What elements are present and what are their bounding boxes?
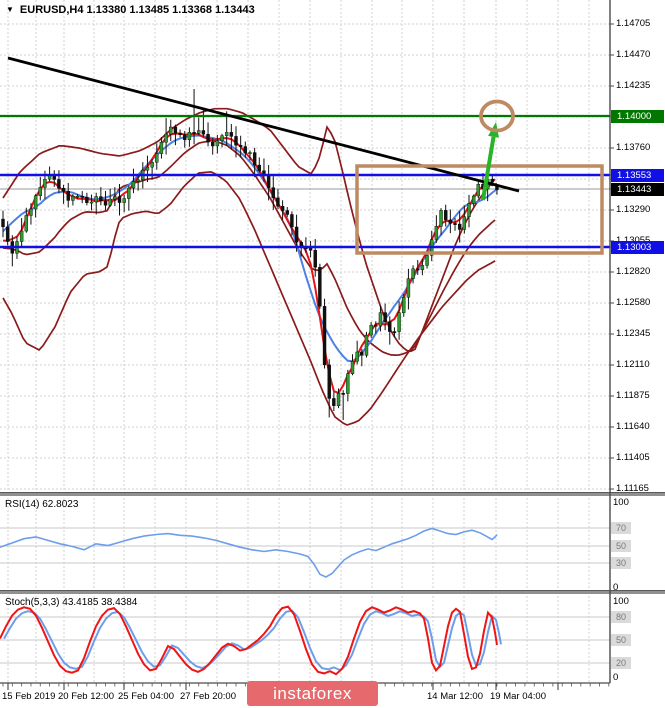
stoch-label: Stoch(5,3,3) 43.4185 38.4384 <box>5 597 138 608</box>
stoch-level-badge: 20 <box>611 657 631 669</box>
stoch-main-line <box>0 605 498 676</box>
stoch-axis-label: 100 <box>613 596 629 607</box>
breakout-arrow <box>481 136 496 201</box>
time-axis-label: 25 Feb 04:00 <box>118 691 174 702</box>
price-axis-label: 1.12110 <box>616 359 650 370</box>
time-axis-label: 27 Feb 20:00 <box>180 691 236 702</box>
stoch-level-badge: 80 <box>611 611 631 623</box>
rsi-line <box>0 527 498 578</box>
chart-frame <box>0 0 665 690</box>
time-axis-label: 20 Feb 12:00 <box>58 691 114 702</box>
price-badge-1.13003: 1.13003 <box>611 240 664 254</box>
price-axis-label: 1.14470 <box>616 49 651 60</box>
consolidation-box <box>355 164 604 255</box>
rsi-label: RSI(14) 62.8023 <box>5 499 79 510</box>
stoch-axis-label: 0 <box>613 672 619 683</box>
price-axis-label: 1.14235 <box>616 80 651 91</box>
rsi-level-badge: 50 <box>611 540 631 552</box>
rsi-axis-label: 0 <box>613 582 619 593</box>
chart-title-text: EURUSD,H4 1.13380 1.13485 1.13368 1.1344… <box>19 4 255 16</box>
chart-title: ▼ EURUSD,H4 1.13380 1.13485 1.13368 1.13… <box>6 4 255 16</box>
price-axis-label: 1.12580 <box>616 297 651 308</box>
price-axis-label: 1.13290 <box>616 204 651 215</box>
target-circle <box>479 99 515 133</box>
price-axis-label: 1.11875 <box>616 390 650 401</box>
price-axis-label: 1.12345 <box>616 328 651 339</box>
stoch-signal-line <box>3 609 502 672</box>
price-badge-1.14000: 1.14000 <box>611 109 664 123</box>
time-axis-label: 19 Mar 04:00 <box>490 691 546 702</box>
instaforex-logo: instaforex <box>247 681 378 706</box>
price-axis-label: 1.14705 <box>616 18 651 29</box>
descending-trendline <box>7 56 520 193</box>
rsi-axis-label: 100 <box>613 497 629 508</box>
chevron-down-icon[interactable]: ▼ <box>6 5 14 14</box>
price-axis-label: 1.11165 <box>616 483 649 494</box>
gridlines <box>0 0 610 682</box>
price-axis-label: 1.13760 <box>616 142 651 153</box>
time-axis-label: 14 Mar 12:00 <box>427 691 483 702</box>
rsi-level-badge: 30 <box>611 557 631 569</box>
price-badge-1.13443: 1.13443 <box>611 182 664 196</box>
time-axis-label: 15 Feb 2019 <box>2 691 56 702</box>
price-axis-label: 1.11640 <box>616 421 650 432</box>
price-badge-1.13553: 1.13553 <box>611 168 664 182</box>
price-axis-label: 1.11405 <box>616 452 650 463</box>
price-axis-label: 1.12820 <box>616 266 651 277</box>
stoch-level-badge: 50 <box>611 634 631 646</box>
rsi-level-badge: 70 <box>611 522 631 534</box>
